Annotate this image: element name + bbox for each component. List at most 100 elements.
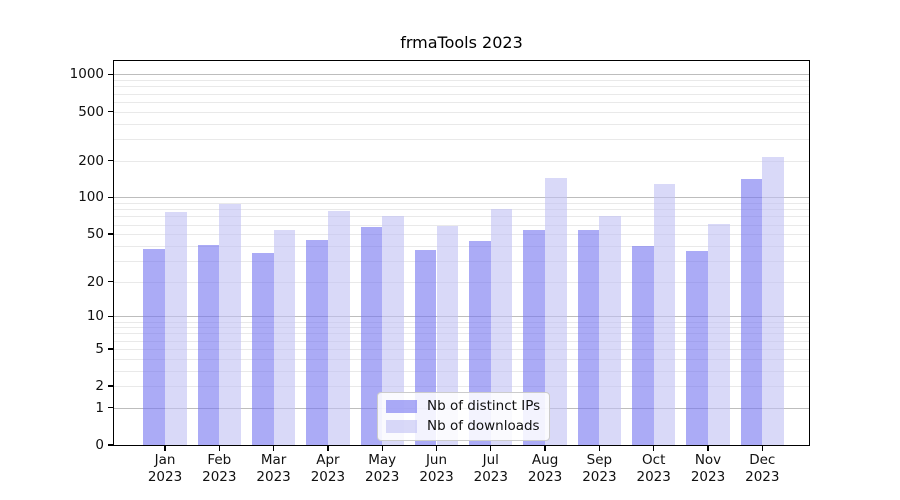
bar-downloads: [327, 211, 350, 446]
x-tick-year: 2023: [365, 469, 400, 485]
legend-item-distinct-ips: Nb of distinct IPs: [386, 398, 540, 414]
x-tick-label: Jun 2023: [407, 452, 467, 486]
bar-distinct-ips: [143, 248, 165, 446]
bar-downloads: [762, 157, 784, 446]
minor-gridline: [113, 327, 810, 329]
minor-gridline: [113, 370, 810, 372]
x-tick-month: Apr: [316, 452, 340, 468]
bar-downloads: [273, 230, 296, 446]
bar-distinct-ips: [306, 239, 328, 446]
minor-gridline: [113, 340, 810, 342]
bar-downloads: [599, 216, 622, 446]
y-tick-mark: [108, 407, 113, 409]
bar-downloads: [219, 203, 241, 446]
y-tick-mark: [108, 348, 113, 350]
bar-downloads: [382, 215, 404, 446]
x-tick-mark: [435, 446, 438, 451]
x-tick-year: 2023: [690, 469, 726, 485]
y-tick-label: 1: [95, 399, 104, 416]
bar-distinct-ips: [577, 230, 600, 446]
legend-swatch-downloads: [386, 419, 417, 433]
major-gridline: [113, 316, 810, 318]
x-tick-mark: [272, 446, 275, 451]
x-tick-mark: [164, 446, 166, 451]
minor-gridline: [113, 321, 810, 323]
x-tick-mark: [218, 446, 220, 451]
bar-distinct-ips: [632, 245, 654, 446]
y-tick-mark: [108, 196, 113, 199]
y-tick-mark: [108, 110, 113, 113]
x-tick-label: Dec 2023: [732, 452, 792, 486]
x-tick-month: Aug: [531, 452, 559, 468]
x-tick-mark: [761, 446, 763, 451]
legend-swatch-distinct-ips: [386, 399, 417, 413]
bar-distinct-ips: [740, 178, 763, 446]
x-tick-label: Oct 2023: [624, 452, 684, 486]
minor-gridline: [113, 203, 810, 205]
x-tick-mark: [544, 446, 546, 451]
minor-gridline: [113, 348, 810, 350]
x-tick-label: Sep 2023: [569, 452, 629, 486]
x-tick-label: Jan 2023: [135, 452, 195, 486]
minor-gridline: [113, 86, 810, 88]
y-tick-label: 0: [95, 437, 104, 453]
minor-gridline: [113, 333, 810, 335]
x-tick-year: 2023: [473, 469, 508, 485]
x-tick-label: Jul 2023: [461, 452, 521, 486]
x-tick-mark: [598, 446, 601, 451]
legend-label-downloads: Nb of downloads: [427, 418, 540, 434]
x-tick-mark: [490, 446, 492, 451]
x-tick-mark: [381, 446, 383, 451]
y-tick-label: 100: [78, 189, 104, 206]
bar-downloads: [165, 212, 187, 446]
x-tick-month: Oct: [642, 452, 666, 468]
legend-item-downloads: Nb of downloads: [386, 418, 540, 434]
x-tick-year: 2023: [527, 469, 563, 485]
x-tick-month: Jun: [425, 452, 448, 468]
chart-title: frmaTools 2023: [400, 33, 523, 52]
x-tick-label: Apr 2023: [298, 452, 358, 486]
x-tick-year: 2023: [636, 469, 671, 485]
bar-distinct-ips: [251, 252, 274, 446]
x-tick-year: 2023: [147, 469, 183, 485]
x-tick-mark: [327, 446, 329, 451]
x-tick-mark: [707, 446, 709, 451]
x-tick-month: Feb: [207, 452, 232, 468]
y-tick-mark: [108, 73, 113, 76]
legend: Nb of distinct IPs Nb of downloads: [377, 392, 551, 441]
bar-downloads: [490, 208, 513, 446]
y-tick-label: 200: [78, 152, 104, 169]
x-tick-label: Mar 2023: [244, 452, 304, 486]
x-tick-month: Sep: [586, 452, 613, 468]
minor-gridline: [113, 160, 810, 162]
x-tick-year: 2023: [256, 469, 291, 485]
plot-area: [113, 60, 810, 446]
y-tick-mark: [108, 159, 113, 162]
x-tick-month: Mar: [260, 452, 287, 468]
minor-gridline: [113, 93, 810, 95]
y-tick-label: 10: [86, 308, 104, 325]
x-tick-month: Nov: [694, 452, 722, 468]
x-tick-month: Jan: [154, 452, 176, 468]
bar-distinct-ips: [197, 244, 220, 446]
y-tick-label: 5: [95, 340, 104, 357]
x-tick-label: Feb 2023: [189, 452, 249, 486]
y-tick-mark: [108, 444, 113, 446]
minor-gridline: [113, 138, 810, 140]
minor-gridline: [113, 101, 810, 103]
minor-gridline: [113, 80, 810, 82]
bar-downloads: [545, 178, 567, 446]
x-tick-month: Jul: [482, 452, 499, 468]
minor-gridline: [113, 224, 810, 226]
x-tick-year: 2023: [582, 469, 617, 485]
minor-gridline: [113, 234, 810, 236]
y-tick-mark: [108, 385, 113, 387]
x-tick-year: 2023: [310, 469, 346, 485]
x-tick-month: May: [368, 452, 397, 468]
y-tick-mark: [108, 315, 113, 318]
x-tick-year: 2023: [419, 469, 454, 485]
legend-label-distinct-ips: Nb of distinct IPs: [427, 398, 541, 414]
x-tick-label: Aug 2023: [515, 452, 575, 486]
minor-gridline: [113, 245, 810, 247]
